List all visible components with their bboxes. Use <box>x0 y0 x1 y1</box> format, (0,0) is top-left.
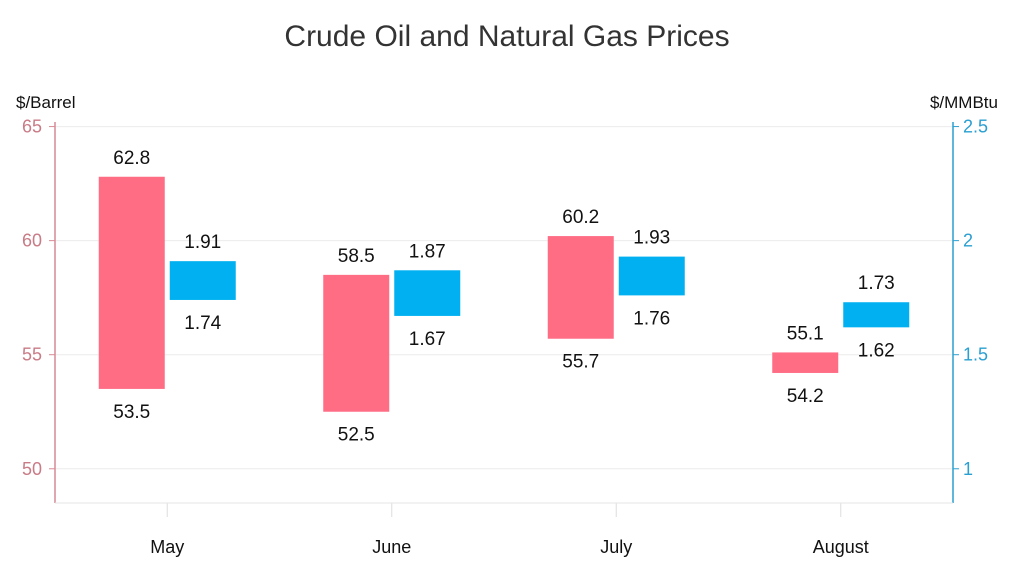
axes <box>54 122 954 504</box>
category-label: June <box>372 537 411 557</box>
range-bar <box>547 236 614 339</box>
high-value-label: 1.87 <box>409 241 446 262</box>
right-tick-label: 1.5 <box>963 345 988 365</box>
gridlines <box>49 126 959 517</box>
high-value-label: 62.8 <box>113 148 150 169</box>
low-value-label: 1.76 <box>633 308 670 329</box>
right-tick-label: 2.5 <box>963 117 988 137</box>
left-tick-label: 60 <box>22 231 42 251</box>
category-label: July <box>600 537 632 557</box>
range-bar <box>323 274 390 412</box>
chart-title: Crude Oil and Natural Gas Prices <box>284 20 729 53</box>
left-tick-label: 50 <box>22 459 42 479</box>
low-value-label: 1.74 <box>184 313 221 334</box>
category-label: August <box>813 537 869 557</box>
range-bar <box>394 270 461 316</box>
right-axis-title: $/MMBtu <box>930 93 998 112</box>
high-value-label: 55.1 <box>787 323 824 344</box>
low-value-label: 55.7 <box>562 352 599 373</box>
high-value-label: 1.91 <box>184 232 221 253</box>
high-value-label: 60.2 <box>562 207 599 228</box>
range-bar <box>618 256 685 296</box>
left-tick-label: 55 <box>22 345 42 365</box>
low-value-label: 53.5 <box>113 402 150 423</box>
category-label: May <box>150 537 184 557</box>
high-value-label: 1.93 <box>633 228 670 249</box>
range-bar <box>843 302 910 328</box>
right-tick-label: 1 <box>963 459 973 479</box>
high-value-label: 58.5 <box>338 246 375 267</box>
range-bar <box>772 352 839 373</box>
left-axis-title: $/Barrel <box>16 93 76 112</box>
low-value-label: 1.67 <box>409 329 446 350</box>
bars <box>98 176 910 412</box>
low-value-label: 54.2 <box>787 386 824 407</box>
range-bar <box>169 261 236 300</box>
left-tick-label: 65 <box>22 117 42 137</box>
low-value-label: 52.5 <box>338 425 375 446</box>
labels: 50 55 60 65 1 1.5 2 2.5 May 62.8 53.5 1.91 1.74 June 5… <box>22 117 988 557</box>
range-bar <box>98 176 165 389</box>
right-tick-label: 2 <box>963 231 973 251</box>
high-value-label: 1.73 <box>858 273 895 294</box>
low-value-label: 1.62 <box>858 340 895 361</box>
